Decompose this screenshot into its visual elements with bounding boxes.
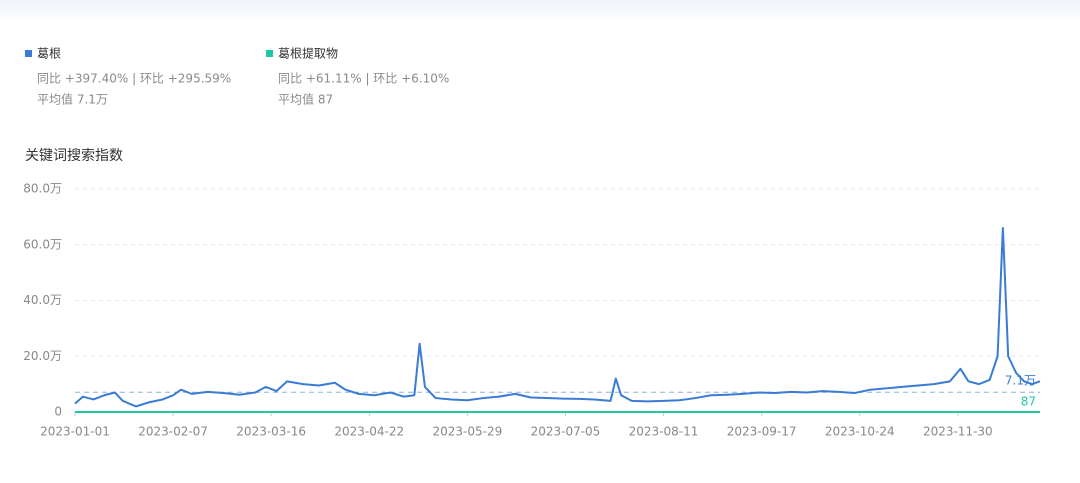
x-tick-label: 2023-02-07 — [138, 425, 208, 439]
y-tick-label: 0 — [54, 405, 62, 419]
top-shade — [0, 0, 1080, 24]
x-tick-label: 2023-07-05 — [531, 425, 601, 439]
x-tick-label: 2023-10-24 — [825, 425, 895, 439]
y-tick-label: 60.0万 — [23, 237, 62, 251]
x-tick-label: 2023-03-16 — [236, 425, 306, 439]
series-stats: 同比 +397.40% | 环比 +295.59% — [37, 72, 231, 86]
series-stats: 同比 +61.11% | 环比 +6.10% — [278, 72, 449, 86]
x-tick-label: 2023-04-22 — [334, 425, 404, 439]
average-label: 87 — [1021, 394, 1036, 408]
legend-swatch — [266, 50, 273, 57]
legend-label: 葛根提取物 — [278, 46, 338, 61]
x-tick-label: 2023-09-17 — [727, 425, 797, 439]
series-average: 平均值 7.1万 — [37, 92, 108, 107]
y-tick-label: 40.0万 — [23, 293, 62, 307]
average-label: 7.1万 — [1005, 374, 1036, 388]
legend-swatch — [25, 50, 32, 57]
x-tick-label: 2023-05-29 — [432, 425, 502, 439]
y-tick-label: 80.0万 — [23, 182, 62, 196]
series-average: 平均值 87 — [278, 92, 333, 107]
chart-title: 关键词搜索指数 — [25, 147, 123, 164]
legend-label: 葛根 — [37, 47, 61, 61]
x-tick-label: 2023-01-01 — [40, 425, 110, 439]
y-tick-label: 20.0万 — [23, 349, 62, 363]
x-tick-label: 2023-08-11 — [629, 425, 699, 439]
series-line — [74, 227, 1041, 408]
x-tick-label: 2023-11-30 — [923, 425, 993, 439]
